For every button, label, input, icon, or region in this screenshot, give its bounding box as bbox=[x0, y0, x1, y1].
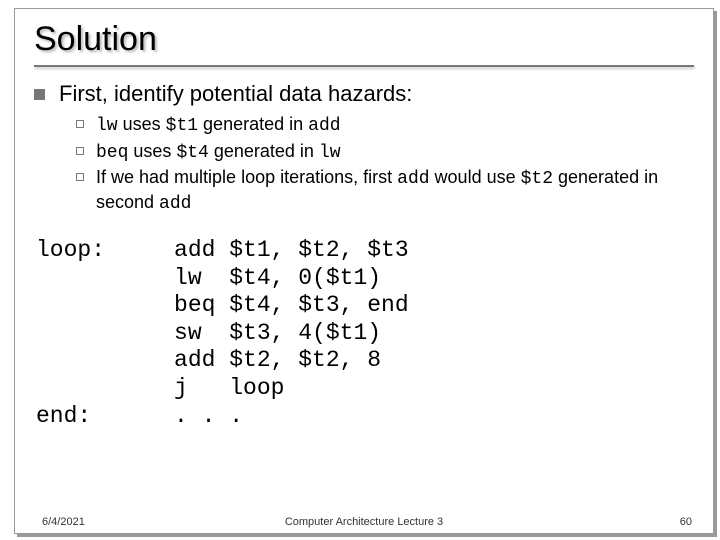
bullet-intro: First, identify potential data hazards: bbox=[34, 81, 694, 107]
slide-title: Solution bbox=[34, 20, 694, 59]
title-underline bbox=[34, 65, 694, 67]
code-beq: beq bbox=[96, 143, 128, 163]
text-uses: uses bbox=[128, 141, 176, 161]
hollow-square-icon bbox=[76, 173, 84, 181]
code-add: add bbox=[308, 116, 340, 136]
s3b: add bbox=[397, 169, 429, 189]
s3a: If we had multiple loop iterations, firs… bbox=[96, 167, 397, 187]
code-lw: lw bbox=[96, 116, 118, 136]
s3c: would use bbox=[430, 167, 521, 187]
subpoint-1-text: lw uses $t1 generated in add bbox=[96, 113, 341, 138]
code-t1: $t1 bbox=[166, 116, 198, 136]
footer-page: 60 bbox=[680, 516, 692, 528]
code-lw2: lw bbox=[319, 143, 341, 163]
subpoint-2-text: beq uses $t4 generated in lw bbox=[96, 140, 341, 165]
s3f: add bbox=[159, 194, 191, 214]
intro-text: First, identify potential data hazards: bbox=[59, 81, 412, 107]
slide-content: Solution First, identify potential data … bbox=[14, 8, 714, 534]
hollow-square-icon bbox=[76, 120, 84, 128]
code-t4: $t4 bbox=[176, 143, 208, 163]
subpoint-1: lw uses $t1 generated in add bbox=[76, 113, 694, 138]
text-gen: generated in bbox=[198, 114, 308, 134]
subpoint-3-text: If we had multiple loop iterations, firs… bbox=[96, 166, 694, 215]
slide-footer: 6/4/2021 Computer Architecture Lecture 3… bbox=[14, 516, 714, 528]
text-uses: uses bbox=[118, 114, 166, 134]
code-listing: loop: add $t1, $t2, $t3 lw $t4, 0($t1) b… bbox=[36, 237, 694, 430]
s3d: $t2 bbox=[521, 169, 553, 189]
footer-title: Computer Architecture Lecture 3 bbox=[285, 516, 443, 528]
footer-date: 6/4/2021 bbox=[42, 516, 85, 528]
text-gen: generated in bbox=[209, 141, 319, 161]
subpoint-2: beq uses $t4 generated in lw bbox=[76, 140, 694, 165]
square-bullet-icon bbox=[34, 89, 45, 100]
hollow-square-icon bbox=[76, 147, 84, 155]
subpoint-3: If we had multiple loop iterations, firs… bbox=[76, 166, 694, 215]
